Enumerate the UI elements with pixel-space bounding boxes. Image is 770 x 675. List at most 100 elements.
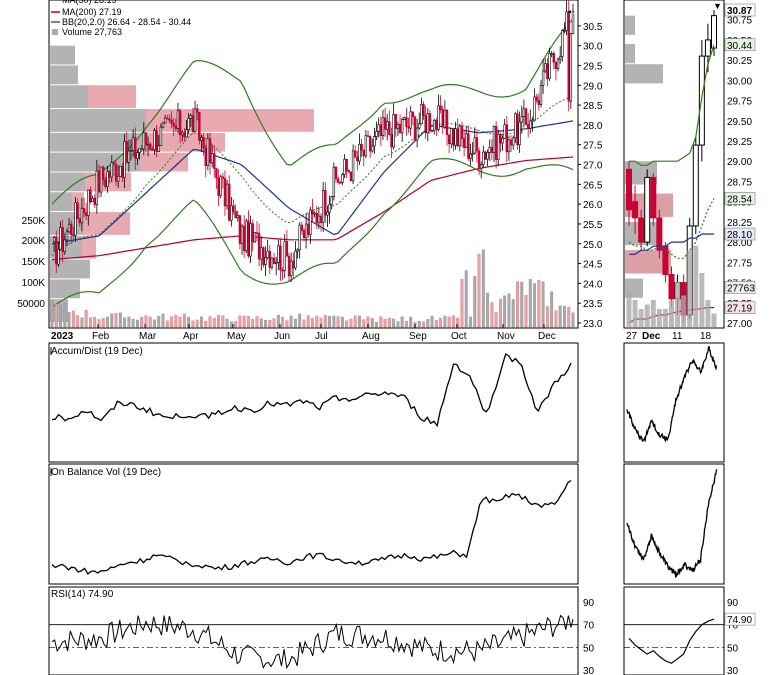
volume-bar [123, 317, 127, 328]
rsi-tick-label: 70 [583, 621, 595, 632]
candle-body [202, 137, 205, 149]
candle-body [57, 248, 60, 265]
candle-body [200, 137, 203, 141]
candle-body [565, 11, 568, 31]
volume-bar [148, 316, 152, 328]
zoom-volume-bar [650, 300, 656, 327]
volume-bar [118, 312, 122, 328]
candle-body [123, 141, 126, 178]
obv-title: On Balance Vol (19 Dec) [51, 467, 161, 478]
candle-body [208, 138, 212, 164]
volume-bar [242, 315, 246, 328]
rsi-tick-label: 50 [583, 643, 595, 654]
candle-body [300, 224, 304, 231]
candle-body [386, 121, 389, 130]
volume-tick-label: 250K [22, 216, 46, 227]
accum-dist-zoom-frame [623, 342, 725, 463]
candle-body [465, 133, 468, 148]
bb-middle-line [51, 95, 574, 257]
candle-body [430, 130, 434, 132]
zoom-price-tick-label: 28.75 [727, 177, 752, 188]
volume-bar [383, 319, 387, 328]
candle-body [418, 123, 421, 129]
volume-bar [511, 299, 515, 328]
zoom-tag-ma50: 28.10 [727, 230, 752, 241]
candle-body [170, 119, 173, 124]
candle-body [394, 114, 397, 129]
volume-bar [516, 281, 519, 328]
candle-body [138, 148, 141, 153]
candle-body [554, 61, 558, 70]
candle-body [223, 177, 227, 207]
candle-body [270, 257, 274, 268]
candle-body [561, 30, 564, 58]
volume-bar [451, 315, 455, 328]
obv-line [51, 480, 572, 575]
zoom-candle-body [711, 15, 717, 49]
volume-bar [127, 316, 131, 328]
volume-bar [486, 292, 490, 328]
candle-body [178, 110, 182, 136]
candle-body [526, 124, 530, 129]
ma200-line [51, 156, 574, 261]
candle-body [234, 210, 237, 219]
candle-body [450, 128, 453, 145]
candle-body [388, 121, 391, 136]
volume-bar [50, 299, 54, 328]
candle-body [114, 164, 118, 182]
candle-body [497, 133, 500, 160]
x-axis-month-label: May [227, 331, 246, 342]
obv-zoom-frame [623, 463, 725, 585]
volume-bar [545, 306, 549, 328]
volume-bar [345, 320, 349, 328]
volume-bar [161, 313, 165, 328]
zoom-price-tick-label: 28.25 [727, 218, 752, 229]
candle-body [151, 149, 154, 151]
candle-body [219, 176, 222, 196]
candle-body [136, 152, 139, 159]
candle-body [99, 166, 103, 193]
rsi-zoom-tick-label: 30 [727, 666, 739, 675]
candle-body [95, 170, 99, 205]
volume-bar [481, 249, 485, 328]
volume-bar [106, 316, 109, 328]
candle-body [72, 234, 75, 237]
volume-bar [157, 315, 161, 328]
zoom-tag-volume: 27763 [727, 283, 755, 294]
candle-body [400, 119, 404, 134]
volume-bar [165, 320, 169, 328]
volume-bar [229, 321, 233, 328]
volume-bar [405, 321, 408, 328]
candle-body [67, 223, 71, 233]
volume-bar [558, 305, 562, 328]
candle-body [210, 152, 214, 164]
volume-bar [328, 315, 332, 328]
zoom-bb-upper-line [629, 44, 715, 166]
candle-body [275, 262, 278, 264]
candle-body [146, 143, 150, 146]
candle-body [336, 178, 340, 183]
volume-bar [289, 315, 293, 328]
zoom-volume-bar [626, 291, 632, 327]
volume-bar [93, 317, 97, 328]
rsi-tick-label: 90 [583, 598, 595, 609]
volume-bar [349, 318, 353, 328]
rsi-frame [48, 586, 579, 675]
candle-body [563, 30, 566, 32]
candle-body [360, 143, 363, 151]
candle-body [232, 205, 235, 212]
candle-body [127, 150, 131, 163]
candle-body [503, 124, 506, 139]
volume-bar [71, 310, 75, 328]
candle-body [61, 227, 64, 252]
volume-bar [144, 315, 148, 328]
candle-body [396, 124, 400, 129]
volume-bar [285, 320, 289, 328]
candle-body [168, 118, 171, 121]
candle-body [82, 207, 86, 213]
candle-body [292, 260, 295, 269]
candle-body [304, 223, 308, 239]
volume-bar [422, 321, 425, 328]
candle-body [544, 63, 547, 72]
